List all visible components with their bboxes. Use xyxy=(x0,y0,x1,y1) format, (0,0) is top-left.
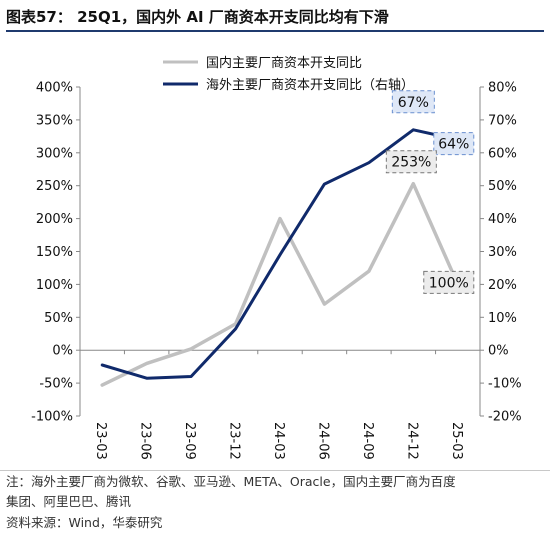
right-tick-label: 0% xyxy=(488,344,509,359)
left-tick-label: 350% xyxy=(36,113,73,128)
legend-label: 国内主要厂商资本开支同比 xyxy=(206,55,362,71)
data-label: 100% xyxy=(429,275,469,291)
left-tick-label: 300% xyxy=(36,146,73,161)
footnote-line-2: 集团、阿里巴巴、腾讯 xyxy=(6,494,132,509)
data-label-box xyxy=(433,132,475,156)
x-tick-label: 23-03 xyxy=(93,422,108,460)
footnote-divider xyxy=(0,470,550,471)
chart-axes: -100% -50% 0% 50% 100% 150% 200% 250% 300% 350% 40… xyxy=(31,81,521,460)
source-note: 资料来源：Wind，华泰研究 xyxy=(6,515,163,530)
right-tick-label: 40% xyxy=(488,212,517,227)
x-tick-label: 24-09 xyxy=(360,422,375,460)
x-tick-label: 23-06 xyxy=(138,422,153,460)
overseas-capex-line xyxy=(100,128,460,380)
x-tick-label: 23-09 xyxy=(182,422,197,460)
x-tick-label: 24-12 xyxy=(404,422,419,460)
data-label: 253% xyxy=(391,155,431,171)
left-tick-label: 400% xyxy=(36,81,73,96)
left-tick-label: 150% xyxy=(36,245,73,260)
title-divider xyxy=(6,30,544,32)
line-chart: -100% -50% 0% 50% 100% 150% 200% 250% 300% 350% 40… xyxy=(31,55,521,460)
left-tick-label: 100% xyxy=(36,278,73,293)
left-tick-label: -50% xyxy=(39,377,73,392)
right-tick-label: 30% xyxy=(488,245,517,260)
right-tick-label: -10% xyxy=(488,377,522,392)
right-tick-label: 80% xyxy=(488,81,517,96)
left-tick-label: -100% xyxy=(31,410,73,425)
footnote-line-1: 注：海外主要厂商为微软、谷歌、亚马逊、META、Oracle，国内主要厂商为百度 xyxy=(6,474,456,489)
right-tick-label: -20% xyxy=(488,410,522,425)
right-tick-label: 50% xyxy=(488,179,517,194)
right-tick-label: 60% xyxy=(488,146,517,161)
right-tick-label: 10% xyxy=(488,311,517,326)
left-tick-label: 200% xyxy=(36,212,73,227)
chart-title: 图表57： 25Q1，国内外 AI 厂商资本开支同比均有下滑 xyxy=(6,8,389,26)
legend-label: 海外主要厂商资本开支同比（右轴） xyxy=(206,78,414,93)
data-label: 64% xyxy=(438,137,469,153)
data-label-box xyxy=(423,270,475,294)
left-tick-label: 0% xyxy=(52,344,73,359)
domestic-capex-line xyxy=(100,181,460,387)
x-tick-label: 24-03 xyxy=(271,422,286,460)
left-tick-label: 250% xyxy=(36,179,73,194)
right-tick-label: 70% xyxy=(488,113,517,128)
data-label-box xyxy=(391,90,435,114)
x-tick-label: 23-12 xyxy=(227,422,242,460)
x-tick-label: 24-06 xyxy=(315,422,330,460)
chart-series xyxy=(100,128,460,387)
left-tick-label: 50% xyxy=(44,311,73,326)
data-label-box xyxy=(385,150,437,174)
right-tick-label: 20% xyxy=(488,278,517,293)
chart-data-labels: 67% 64% 253% 100% xyxy=(385,90,475,294)
x-tick-label: 25-03 xyxy=(449,422,464,460)
data-label: 67% xyxy=(398,95,429,111)
